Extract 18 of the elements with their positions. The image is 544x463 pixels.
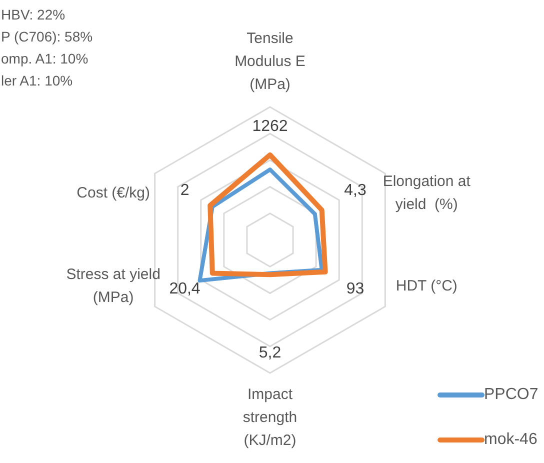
legend-label: PPCO7 — [484, 386, 538, 404]
legend-label: mok-46 — [484, 431, 538, 448]
text: 5,2 — [258, 344, 282, 362]
spoke-label: Elongation at yield (%) — [382, 172, 472, 213]
text: ler A1: 10% — [1, 72, 73, 89]
spoke-label: Impact strength (KJ/m2) — [242, 386, 298, 449]
text: 1262 — [252, 118, 288, 136]
spoke-label: Stress at yield (MPa) — [66, 266, 160, 306]
text: P (C706): 58% — [1, 28, 93, 45]
text: 20,4 — [169, 280, 200, 298]
text: 4,3 — [344, 182, 366, 200]
text: 2 — [180, 182, 190, 200]
spoke-label: HDT (°C) — [396, 278, 458, 295]
text: 93 — [346, 280, 364, 298]
spoke-label: Tensile Modulus E (MPa) — [234, 30, 306, 93]
spoke-label: Cost (€/kg) — [76, 184, 150, 202]
text: HBV: 22% — [1, 6, 66, 23]
text: omp. A1: 10% — [1, 50, 88, 67]
